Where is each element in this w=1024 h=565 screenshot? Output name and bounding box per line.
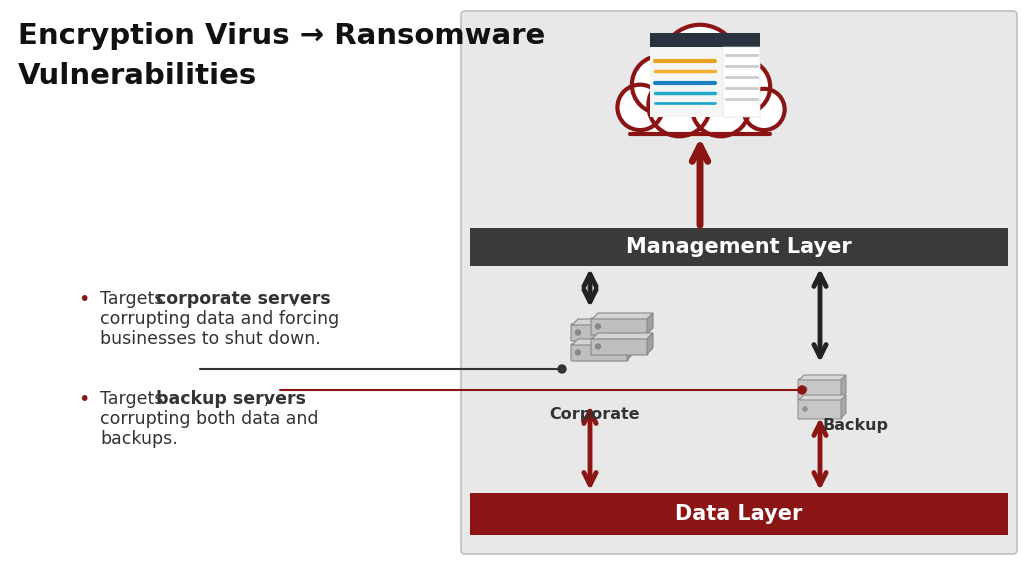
Text: corrupting data and forcing: corrupting data and forcing	[100, 310, 339, 328]
Circle shape	[617, 85, 663, 130]
Text: corporate servers: corporate servers	[156, 290, 331, 308]
Polygon shape	[627, 319, 633, 340]
Polygon shape	[592, 313, 653, 319]
Circle shape	[632, 56, 690, 114]
Polygon shape	[841, 375, 846, 398]
Text: Management Layer: Management Layer	[626, 237, 852, 257]
Text: ,: ,	[264, 390, 269, 408]
Circle shape	[717, 60, 770, 114]
Circle shape	[596, 344, 600, 349]
Circle shape	[660, 25, 739, 103]
FancyBboxPatch shape	[571, 324, 628, 341]
Circle shape	[575, 330, 581, 335]
Text: ,: ,	[292, 290, 298, 308]
Text: Targets: Targets	[100, 390, 169, 408]
FancyBboxPatch shape	[571, 344, 628, 361]
Circle shape	[798, 386, 806, 394]
FancyBboxPatch shape	[650, 47, 760, 117]
Circle shape	[692, 79, 750, 136]
Polygon shape	[572, 339, 633, 345]
Text: Targets: Targets	[100, 290, 169, 308]
Polygon shape	[647, 333, 653, 354]
Polygon shape	[799, 375, 846, 380]
Circle shape	[648, 75, 711, 136]
Bar	[630, 95, 770, 136]
FancyBboxPatch shape	[650, 33, 760, 47]
Circle shape	[558, 365, 566, 373]
FancyBboxPatch shape	[591, 318, 648, 335]
FancyBboxPatch shape	[798, 399, 842, 419]
Circle shape	[803, 407, 807, 411]
Polygon shape	[572, 319, 633, 325]
Bar	[470, 493, 1008, 535]
Text: Corporate: Corporate	[550, 407, 640, 422]
Text: Encryption Virus → Ransomware: Encryption Virus → Ransomware	[18, 22, 545, 50]
Text: Backup: Backup	[823, 418, 889, 433]
Polygon shape	[841, 395, 846, 418]
Text: backup servers: backup servers	[156, 390, 306, 408]
Text: backups.: backups.	[100, 430, 178, 448]
Text: Data Layer: Data Layer	[675, 504, 803, 524]
Text: •: •	[78, 290, 89, 309]
FancyBboxPatch shape	[798, 379, 842, 399]
Circle shape	[743, 89, 784, 130]
Text: Vulnerabilities: Vulnerabilities	[18, 62, 257, 90]
FancyBboxPatch shape	[461, 11, 1017, 554]
Bar	[470, 228, 1008, 266]
FancyBboxPatch shape	[723, 47, 760, 117]
Circle shape	[803, 387, 807, 391]
Polygon shape	[592, 333, 653, 339]
Polygon shape	[647, 313, 653, 334]
Polygon shape	[799, 395, 846, 400]
Polygon shape	[627, 339, 633, 360]
Text: •: •	[78, 390, 89, 409]
Text: businesses to shut down.: businesses to shut down.	[100, 330, 321, 348]
Circle shape	[575, 350, 581, 355]
Circle shape	[596, 324, 600, 329]
FancyBboxPatch shape	[591, 338, 648, 355]
Text: corrupting both data and: corrupting both data and	[100, 410, 318, 428]
